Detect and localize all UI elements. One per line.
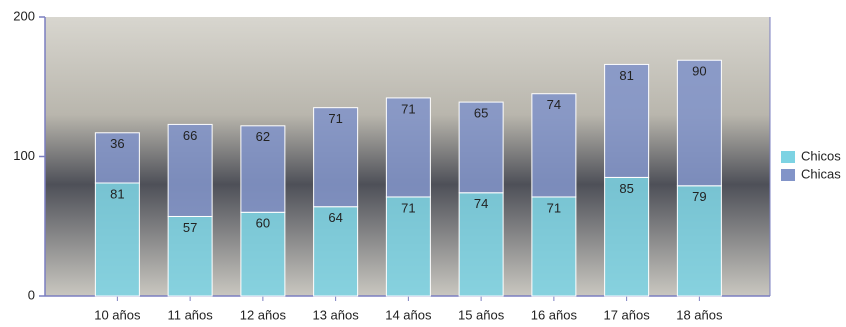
value-label: 81 [110, 186, 124, 201]
y-tick-label: 100 [13, 148, 35, 163]
value-label: 79 [692, 189, 706, 204]
value-label: 66 [183, 128, 197, 143]
value-label: 57 [183, 220, 197, 235]
bar-segment [313, 107, 359, 208]
bar-segment [531, 196, 577, 297]
value-label: 60 [256, 216, 270, 231]
bar-segment [313, 206, 359, 297]
value-label: 71 [328, 111, 342, 126]
x-tick-label: 10 años [94, 307, 141, 322]
bar-segment [167, 123, 213, 217]
x-tick-label: 17 años [603, 307, 650, 322]
bar-segment [94, 132, 140, 184]
bar-segment [676, 185, 722, 297]
bar-segment [458, 192, 504, 297]
value-label: 65 [474, 106, 488, 121]
legend-label: Chicas [801, 166, 841, 181]
value-label: 71 [401, 200, 415, 215]
value-label: 64 [328, 210, 342, 225]
bar-segment [385, 97, 431, 198]
value-label: 71 [547, 200, 561, 215]
x-tick-label: 18 años [676, 307, 723, 322]
x-tick-label: 11 años [167, 307, 213, 322]
bar-segment [240, 211, 286, 297]
bar-segment [604, 176, 650, 297]
value-label: 85 [619, 181, 633, 196]
bar-segment [385, 196, 431, 297]
legend-swatch [781, 169, 795, 181]
value-label: 74 [474, 196, 488, 211]
value-label: 74 [547, 97, 561, 112]
bar-segment [240, 125, 286, 213]
x-tick-label: 12 años [240, 307, 287, 322]
legend-swatch [781, 151, 795, 163]
legend-label: Chicos [801, 148, 841, 163]
value-label: 81 [619, 68, 633, 83]
x-tick-label: 13 años [312, 307, 359, 322]
value-label: 90 [692, 64, 706, 79]
y-tick-label: 0 [28, 287, 35, 302]
bar-segment [458, 101, 504, 194]
bar-segment [167, 215, 213, 297]
bar-segment [604, 63, 650, 178]
y-tick-label: 200 [13, 8, 35, 23]
x-tick-label: 15 años [458, 307, 505, 322]
bar-segment [676, 59, 722, 187]
x-tick-label: 14 años [385, 307, 432, 322]
value-label: 36 [110, 136, 124, 151]
x-tick-label: 16 años [531, 307, 578, 322]
value-label: 62 [256, 129, 270, 144]
bar-segment [531, 93, 577, 198]
value-label: 71 [401, 101, 415, 116]
